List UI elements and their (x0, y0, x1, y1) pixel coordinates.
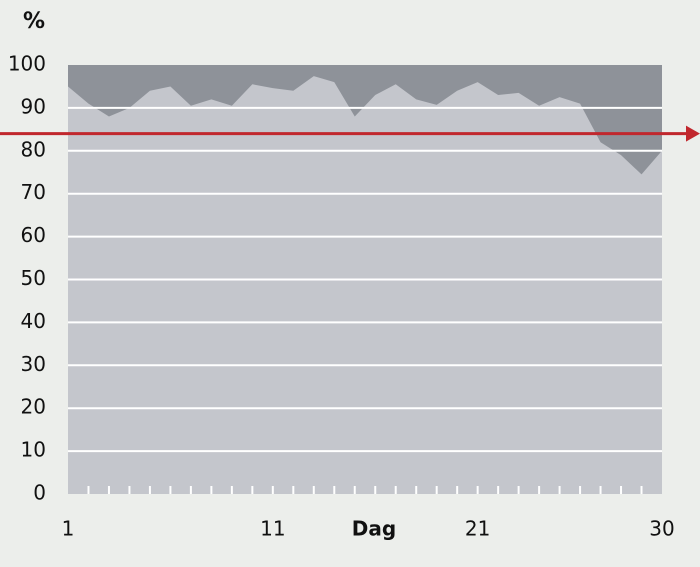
y-tick-label: 20 (21, 395, 46, 419)
x-tick-label: 21 (465, 517, 490, 541)
target-arrow (686, 125, 700, 142)
y-tick-label: 40 (21, 309, 46, 333)
y-tick-label: 80 (21, 137, 46, 161)
x-tick-label: 30 (649, 517, 674, 541)
x-tick-label: 11 (260, 517, 285, 541)
y-axis-label: % (23, 9, 45, 34)
y-tick-label: 0 (33, 481, 46, 505)
y-tick-label: 100 (8, 52, 46, 76)
y-tick-label: 50 (21, 266, 46, 290)
x-axis-label: Dag (352, 517, 396, 541)
y-tick-label: 30 (21, 352, 46, 376)
y-tick-label: 70 (21, 180, 46, 204)
y-tick-label: 90 (21, 94, 46, 118)
y-tick-label: 60 (21, 223, 46, 247)
area (68, 76, 662, 495)
y-tick-label: 10 (21, 438, 46, 462)
x-tick-label: 1 (62, 517, 75, 541)
